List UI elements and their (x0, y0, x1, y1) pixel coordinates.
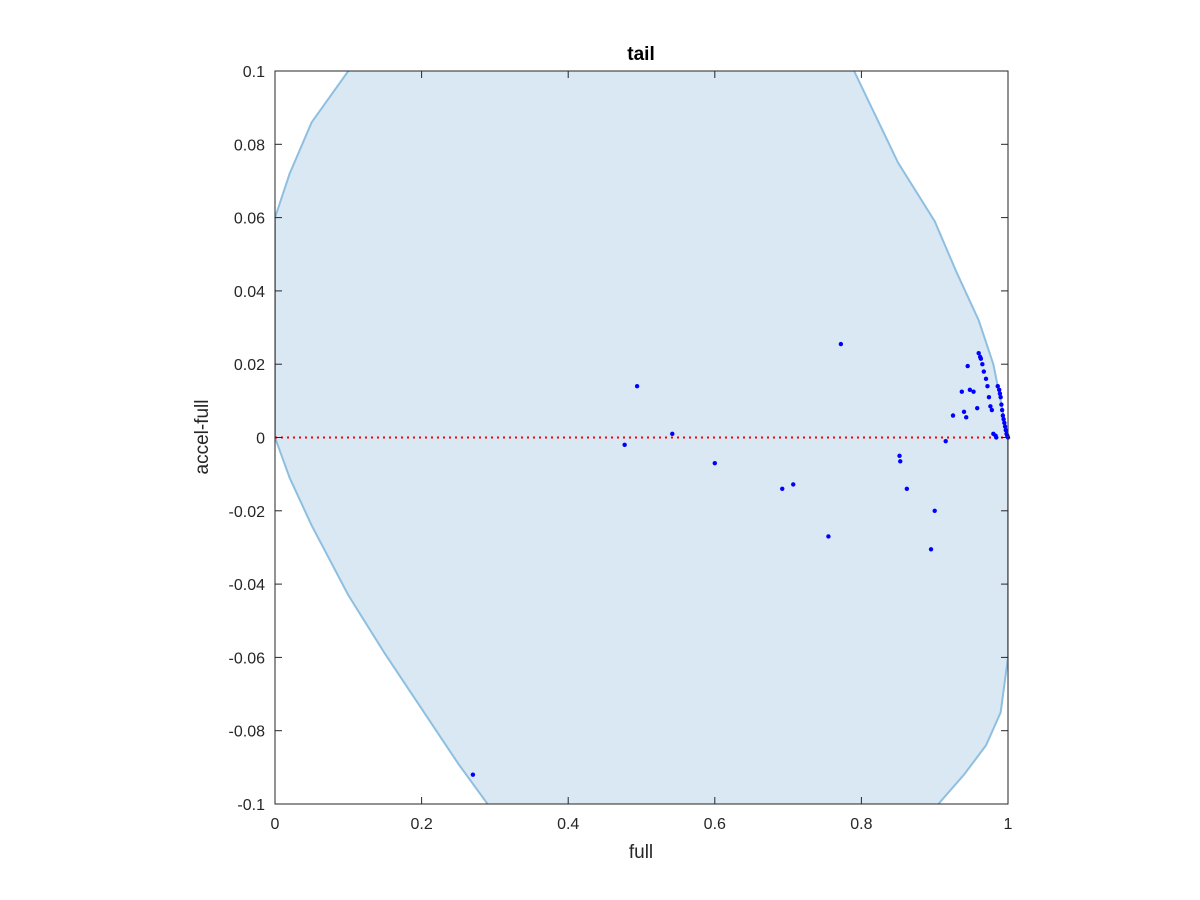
data-point (961, 409, 967, 415)
chart-title: tail (627, 44, 654, 65)
y-tick-label: 0.06 (234, 211, 265, 228)
data-point (1001, 416, 1006, 422)
data-point (943, 438, 948, 444)
y-tick-label: -0.02 (229, 504, 266, 521)
x-tick-label: 0.6 (704, 816, 726, 833)
data-point (898, 459, 903, 464)
data-point (985, 383, 990, 389)
data-point (897, 453, 902, 459)
y-tick-label: -0.04 (229, 577, 266, 594)
data-point (997, 387, 1002, 393)
data-point (999, 407, 1005, 413)
data-point (470, 772, 476, 777)
x-tick-label: 0 (271, 816, 280, 833)
y-tick-label: 0.04 (234, 284, 265, 301)
data-point (904, 486, 910, 492)
y-tick-label: 0.02 (234, 357, 265, 374)
data-point (838, 341, 844, 347)
data-point (670, 431, 675, 437)
y-tick-label: 0.08 (234, 137, 265, 154)
x-axis-ticks: 0 0.2 0.4 0.6 0.8 1 (271, 71, 1013, 833)
data-point (988, 404, 993, 409)
plot-area (274, 70, 1011, 805)
x-tick-label: 1 (1004, 816, 1013, 833)
data-point (983, 376, 989, 382)
data-point (981, 369, 987, 374)
data-point (932, 508, 937, 513)
data-point (1002, 420, 1007, 426)
x-axis-label: full (629, 842, 653, 863)
data-point (791, 482, 796, 487)
data-point (999, 402, 1004, 407)
data-point (826, 534, 831, 539)
data-point (622, 442, 627, 448)
y-tick-label: -0.06 (229, 650, 266, 667)
region-right-edge (853, 71, 1008, 804)
data-point (967, 387, 973, 393)
data-point (975, 405, 980, 411)
data-point (950, 413, 956, 418)
data-point (634, 383, 640, 389)
data-point (980, 362, 985, 367)
data-point (959, 389, 965, 394)
x-tick-label: 0.8 (850, 816, 872, 833)
y-tick-label: 0.1 (243, 64, 265, 81)
data-point (712, 460, 717, 466)
data-point (976, 351, 981, 356)
y-tick-label: -0.1 (237, 797, 265, 814)
data-point (965, 363, 970, 369)
data-point (780, 486, 785, 492)
data-point (995, 383, 1000, 389)
data-point (978, 356, 984, 361)
y-tick-label: -0.08 (229, 724, 266, 741)
x-tick-label: 0.4 (557, 816, 579, 833)
data-point (997, 391, 1003, 396)
region-left-edge (275, 71, 489, 804)
data-point (994, 435, 999, 440)
y-tick-label: 0 (256, 431, 265, 448)
data-points (470, 341, 1011, 777)
y-axis-ticks: -0.1 -0.08 -0.06 -0.04 -0.02 0 0.02 0.04 0.06 0.0… (229, 64, 1008, 814)
data-point (986, 394, 992, 400)
y-axis-label: accel-full (192, 400, 213, 475)
data-point (971, 389, 976, 394)
data-point (1000, 413, 1006, 418)
data-point (1002, 424, 1008, 429)
data-point (998, 394, 1003, 400)
data-point (928, 547, 934, 552)
x-tick-label: 0.2 (410, 816, 432, 833)
data-point (964, 415, 969, 420)
data-point (1003, 427, 1009, 433)
data-point (989, 407, 995, 413)
